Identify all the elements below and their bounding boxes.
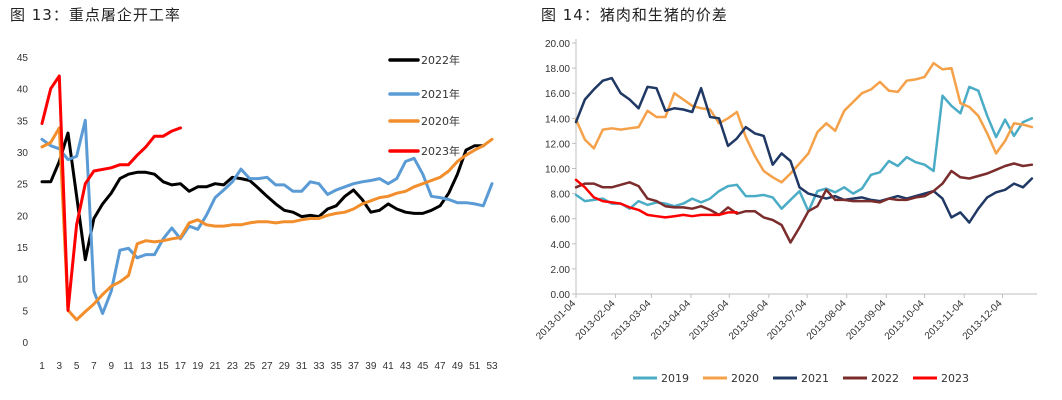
x-tick-label: 11 [123,361,134,372]
chart-title: 图 14：猪肉和生猪的价差 [541,6,728,24]
legend-label: 2023年 [421,144,460,158]
y-tick-label: 2.00 [551,265,571,276]
x-tick-label: 2013-07-04 [765,298,809,342]
legend-label: 2021年 [421,87,460,101]
x-tick-label: 29 [279,361,291,372]
series-line [40,126,494,322]
y-tick-label: 0.00 [551,290,571,301]
series-line [574,76,1034,224]
series-line [574,162,1034,244]
y-tick-label: 35 [17,116,29,127]
x-tick-label: 21 [210,361,222,372]
y-tick-label: 0 [22,338,28,349]
x-tick-label: 19 [192,361,204,372]
x-tick-label: 2013-12-04 [961,298,1005,342]
x-tick-label: 9 [108,361,114,372]
series-line [40,74,182,312]
x-tick-label: 2013-04-04 [649,298,693,342]
x-tick-label: 2013-08-04 [805,298,849,342]
x-tick-label: 15 [158,361,170,372]
y-tick-label: 40 [17,85,29,96]
chart-panel-plant-utilization: 图 13：重点屠企开工率 0 5 10 15 20 25 30 35 40 45 1 3 5 7 9 11 13… [0,0,530,400]
x-tick-label: 45 [417,361,429,372]
y-tick-label: 15 [17,243,29,254]
x-tick-label: 17 [175,361,187,372]
series-line [574,178,739,219]
x-tick-label: 23 [227,361,239,372]
x-tick-label: 53 [486,361,498,372]
y-tick-label: 18.00 [545,64,570,75]
legend-label: 2019 [661,372,689,385]
y-tick-label: 8.00 [551,190,571,201]
x-tick-label: 27 [261,361,273,372]
x-tick-label: 3 [57,361,63,372]
y-tick-label: 10.00 [545,165,570,176]
legend-label: 2020年 [421,114,460,128]
series-line [574,85,1034,213]
legend-label: 2022 [871,372,899,385]
series-line [40,131,485,262]
x-tick-label: 13 [140,361,152,372]
y-tick-label: 20.00 [545,39,570,50]
x-tick-label: 49 [452,361,464,372]
y-tick-label: 4.00 [551,240,571,251]
y-tick-label: 10 [17,275,29,286]
y-tick-label: 30 [17,148,29,159]
x-tick-label: 25 [244,361,256,372]
legend-label: 2023 [941,372,969,385]
y-tick-label: 14.00 [545,114,570,125]
x-tick-label: 33 [313,361,325,372]
chart-panel-price-spread: 图 14：猪肉和生猪的价差 0.00 2.00 4.00 6.00 8.00 10.00 1… [531,0,1062,400]
x-tick-label: 35 [331,361,343,372]
x-tick-label: 7 [91,361,97,372]
x-tick-label: 2013-10-04 [883,298,927,342]
legend-label: 2022年 [421,53,460,67]
x-tick-label: 41 [383,361,395,372]
x-tick-label: 31 [296,361,308,372]
y-tick-label: 20 [17,211,29,222]
chart-plot-area: 0.00 2.00 4.00 6.00 8.00 10.00 12.00 14.00 16.00… [534,39,1037,385]
x-tick-label: 37 [348,361,360,372]
y-tick-label: 12.00 [545,139,570,150]
y-tick-label: 16.00 [545,89,570,100]
y-tick-label: 5 [22,306,28,317]
x-tick-label: 51 [469,361,481,372]
legend-label: 2020 [731,372,759,385]
x-tick-label: 2013-09-04 [844,298,888,342]
x-tick-label: 1 [39,361,45,372]
series-line [574,61,1034,184]
x-tick-label: 2013-05-04 [687,298,731,342]
x-tick-label: 5 [74,361,80,372]
y-tick-label: 45 [17,53,29,64]
x-tick-label: 39 [365,361,377,372]
legend-label: 2021 [801,372,829,385]
y-tick-label: 25 [17,180,29,191]
x-tick-label: 2013-01-04 [534,298,578,342]
chart-title: 图 13：重点屠企开工率 [10,6,181,24]
series-line [40,118,494,315]
x-tick-label: 47 [435,361,447,372]
x-tick-label: 2013-06-04 [727,298,771,342]
y-tick-label: 6.00 [551,215,571,226]
x-tick-label: 43 [400,361,412,372]
